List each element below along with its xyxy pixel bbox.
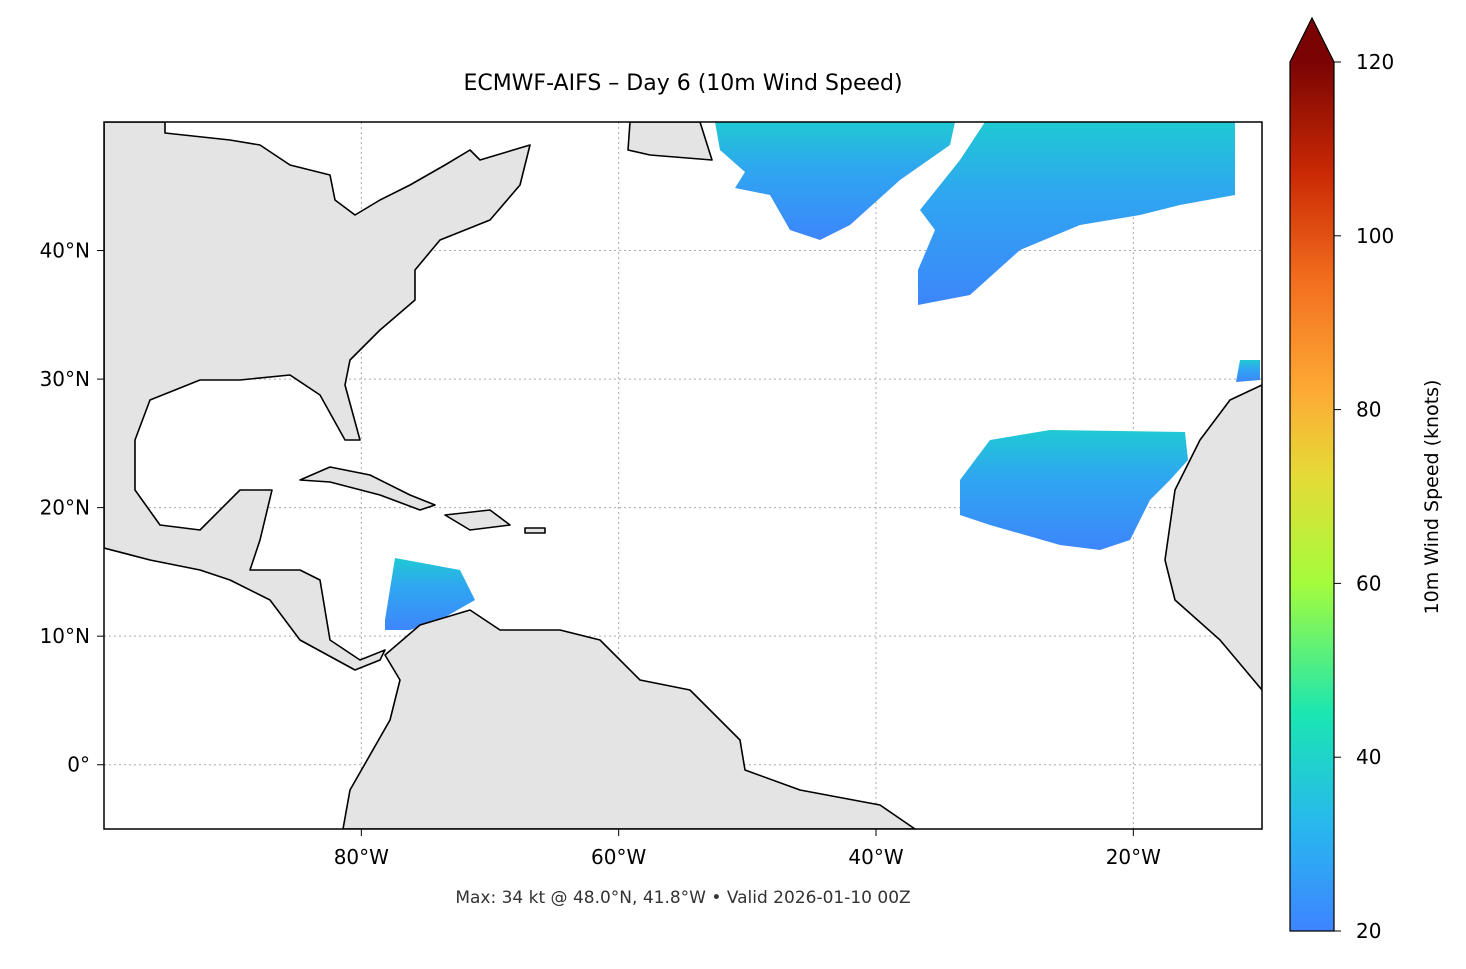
- y-tick-label: 10°N: [40, 624, 90, 648]
- x-tick-label: 60°W: [591, 845, 646, 869]
- colorbar-frame: [1289, 16, 1335, 932]
- wind-region: [1236, 360, 1260, 382]
- colorbar-tick-label: 60: [1356, 571, 1381, 595]
- land: [104, 122, 531, 671]
- colorbar-tick-label: 20: [1356, 919, 1381, 943]
- land: [524, 527, 546, 534]
- land: [1164, 384, 1262, 691]
- wind-region: [960, 430, 1188, 550]
- map-title: ECMWF-AIFS – Day 6 (10m Wind Speed): [463, 71, 902, 96]
- colorbar-tick-label: 80: [1356, 398, 1381, 422]
- x-tick-label: 80°W: [334, 845, 389, 869]
- colorbar: [1290, 62, 1334, 931]
- colorbar-tick-label: 100: [1356, 224, 1394, 248]
- footer-note: Max: 34 kt @ 48.0°N, 41.8°W • Valid 2026…: [455, 888, 910, 908]
- wind-region: [715, 122, 955, 240]
- colorbar-extend: [1290, 18, 1334, 62]
- colorbar-label: 10m Wind Speed (knots): [1421, 380, 1443, 615]
- y-tick-label: 30°N: [40, 367, 90, 391]
- wind-region: [918, 122, 1235, 305]
- land: [444, 509, 511, 531]
- y-tick-label: 40°N: [40, 239, 90, 263]
- land: [299, 466, 436, 511]
- colorbar-tick-label: 40: [1356, 745, 1381, 769]
- y-tick-label: 20°N: [40, 496, 90, 520]
- x-tick-label: 20°W: [1106, 845, 1161, 869]
- land: [627, 122, 713, 161]
- wind-region: [385, 558, 475, 630]
- land: [342, 609, 916, 829]
- colorbar-tick-label: 120: [1356, 50, 1394, 74]
- x-tick-label: 40°W: [848, 845, 903, 869]
- map-area: [104, 122, 1262, 829]
- map-frame: [103, 121, 1263, 830]
- y-tick-label: 0°: [67, 753, 90, 777]
